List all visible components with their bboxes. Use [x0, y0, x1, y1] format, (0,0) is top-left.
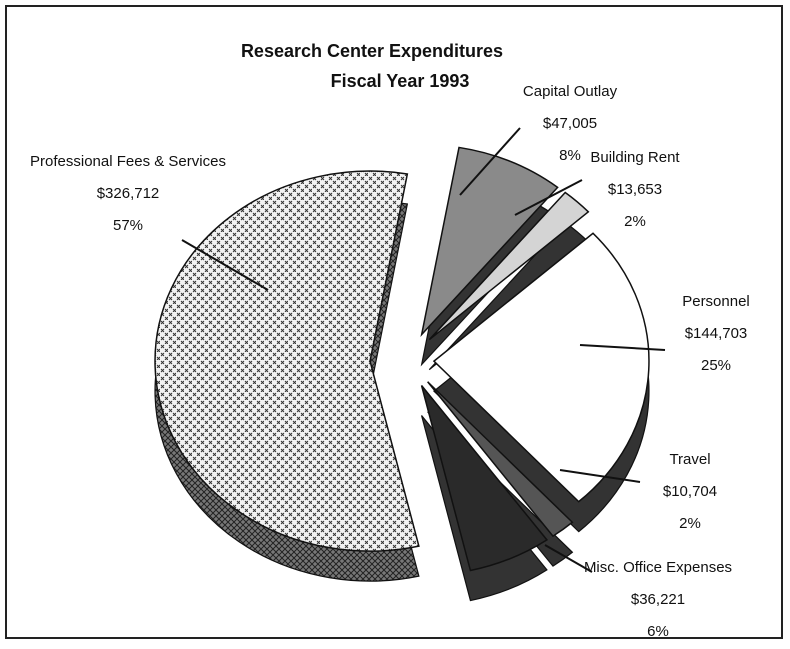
chart-subtitle: Fiscal Year 1993	[331, 71, 470, 91]
chart-title: Research Center Expenditures	[241, 41, 503, 61]
slice	[420, 385, 549, 572]
leader-line	[544, 544, 593, 573]
slice	[432, 232, 650, 503]
slice	[428, 191, 590, 341]
leader-line	[459, 127, 521, 196]
slice-label: Professional Fees & Services	[30, 153, 226, 170]
value-label: $47,005	[543, 115, 597, 132]
leader-line	[181, 239, 269, 291]
percent-label: 57%	[113, 217, 143, 234]
slice-label: Capital Outlay	[523, 83, 618, 100]
slice	[427, 381, 574, 538]
value-label: $144,703	[685, 325, 748, 342]
slice-label: Building Rent	[590, 149, 680, 166]
value-label: $36,221	[631, 591, 685, 608]
percent-label: 2%	[679, 515, 701, 532]
slice	[154, 170, 420, 552]
value-label: $326,712	[97, 185, 160, 202]
percent-label: 6%	[647, 623, 669, 640]
value-label: $10,704	[663, 483, 717, 500]
percent-label: 8%	[559, 147, 581, 164]
percent-label: 25%	[701, 357, 731, 374]
slice	[420, 146, 559, 338]
slice-label: Personnel	[682, 293, 750, 310]
leader-line	[579, 344, 666, 351]
slice-label: Misc. Office Expenses	[584, 559, 732, 576]
slice-label: Travel	[669, 451, 710, 468]
leader-line	[559, 469, 641, 483]
percent-label: 2%	[624, 213, 646, 230]
leader-line	[514, 179, 583, 216]
value-label: $13,653	[608, 181, 662, 198]
